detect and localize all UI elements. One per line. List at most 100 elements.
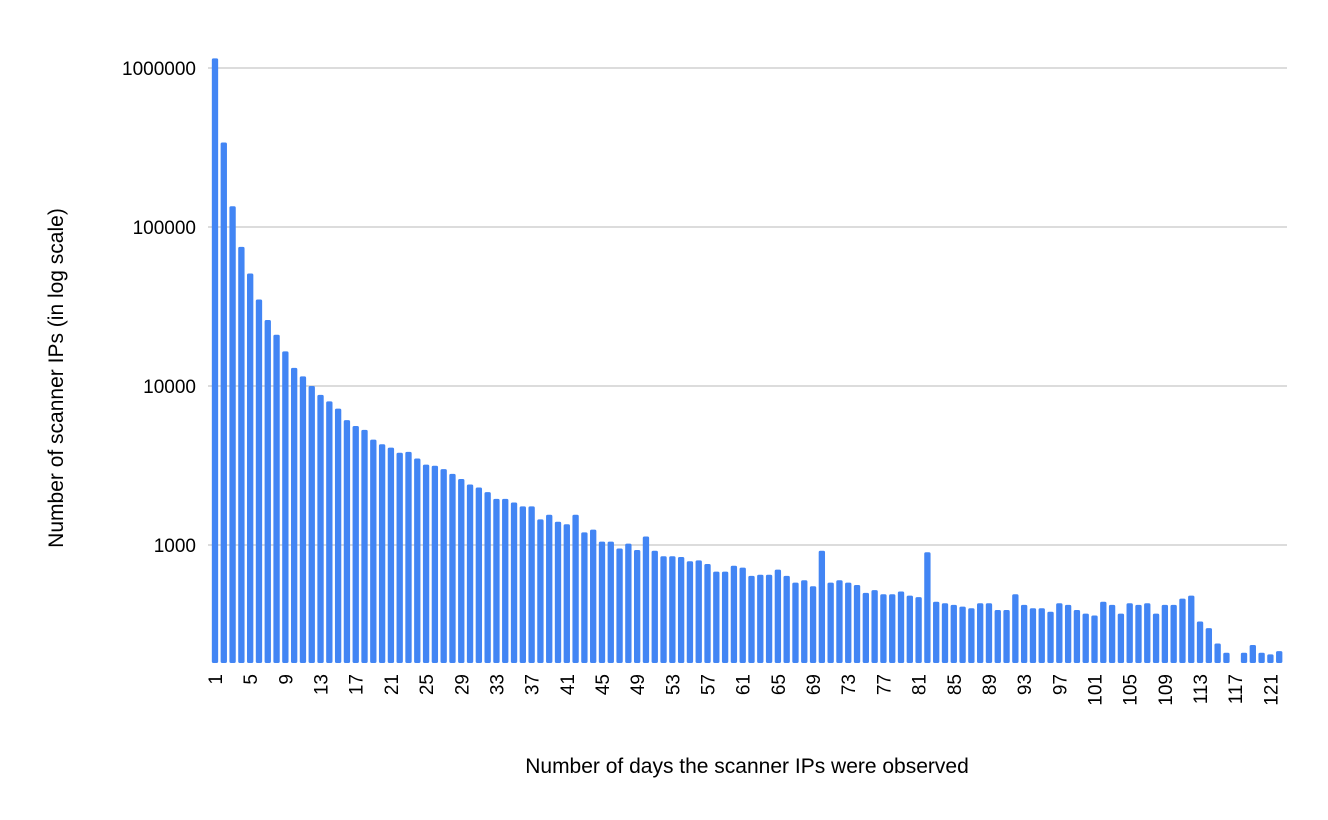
bar-day-101 bbox=[1091, 615, 1098, 663]
bar-day-90 bbox=[994, 610, 1001, 663]
bar-day-8 bbox=[273, 334, 280, 663]
bar-day-49 bbox=[634, 550, 641, 663]
bar-day-108 bbox=[1152, 613, 1160, 663]
bar-day-22 bbox=[396, 452, 403, 663]
bar-day-31 bbox=[475, 487, 483, 663]
x-tick-label: 5 bbox=[241, 674, 262, 685]
bar-day-5 bbox=[247, 273, 254, 663]
x-tick-label: 37 bbox=[523, 674, 544, 695]
x-tick-label: 25 bbox=[417, 674, 438, 695]
bar-day-72 bbox=[836, 580, 843, 663]
bar-day-94 bbox=[1029, 608, 1037, 663]
bar-day-87 bbox=[968, 608, 975, 663]
bar-day-16 bbox=[343, 420, 351, 663]
bar-day-115 bbox=[1214, 643, 1221, 663]
bar-day-105 bbox=[1126, 603, 1133, 663]
bar-day-68 bbox=[801, 580, 808, 663]
bar-day-100 bbox=[1082, 613, 1089, 663]
x-axis-tick-labels: 1 5 9 13 17 21 25 29 33 37 41 45 49 53 57 61 65 69 73 77 81 8… bbox=[206, 674, 1282, 706]
bar-day-9 bbox=[282, 351, 289, 663]
x-tick-label: 1 bbox=[206, 674, 227, 685]
bar-day-116 bbox=[1223, 652, 1230, 663]
bar-day-110 bbox=[1170, 604, 1177, 663]
bar-day-42 bbox=[572, 514, 579, 663]
x-tick-label: 85 bbox=[945, 674, 966, 695]
bar-day-51 bbox=[651, 550, 658, 663]
bar-day-92 bbox=[1012, 594, 1019, 663]
x-tick-label: 117 bbox=[1226, 674, 1247, 704]
bar-day-1 bbox=[211, 58, 219, 664]
bar-day-11 bbox=[299, 376, 307, 663]
x-tick-label: 101 bbox=[1086, 674, 1107, 706]
bar-day-18 bbox=[361, 429, 368, 663]
x-tick-label: 109 bbox=[1156, 674, 1177, 706]
bar-day-84 bbox=[941, 603, 949, 663]
x-tick-label: 61 bbox=[734, 674, 755, 695]
x-tick-label: 93 bbox=[1015, 674, 1036, 695]
bar-day-46 bbox=[607, 541, 614, 663]
x-tick-label: 41 bbox=[558, 674, 579, 695]
bar-day-114 bbox=[1205, 628, 1213, 663]
bar-day-19 bbox=[370, 439, 377, 663]
bar-day-29 bbox=[458, 479, 465, 663]
bar-day-44 bbox=[590, 529, 597, 663]
bar-day-69 bbox=[809, 586, 817, 663]
bar-day-77 bbox=[880, 594, 887, 663]
x-tick-label: 45 bbox=[593, 674, 614, 695]
x-tick-label: 57 bbox=[699, 674, 720, 695]
bar-day-81 bbox=[915, 597, 922, 663]
x-tick-label: 65 bbox=[769, 674, 790, 695]
bar-day-88 bbox=[977, 603, 984, 663]
bar-day-37 bbox=[528, 506, 535, 663]
bar-day-33 bbox=[493, 498, 500, 663]
bar-day-65 bbox=[774, 569, 782, 663]
bar-day-35 bbox=[510, 502, 518, 663]
bar-day-122 bbox=[1276, 651, 1283, 663]
bar-day-112 bbox=[1188, 595, 1195, 663]
bar-day-118 bbox=[1240, 652, 1248, 663]
gridlines bbox=[208, 67, 1287, 546]
x-tick-label: 113 bbox=[1191, 674, 1212, 704]
bar-day-75 bbox=[862, 592, 869, 663]
x-tick-label: 69 bbox=[804, 674, 825, 695]
bar-day-50 bbox=[642, 536, 650, 663]
bar-day-97 bbox=[1056, 603, 1063, 663]
bar-day-62 bbox=[748, 575, 755, 663]
bar-day-104 bbox=[1117, 613, 1125, 663]
bar-day-119 bbox=[1249, 645, 1256, 663]
bar-day-98 bbox=[1064, 604, 1072, 663]
x-tick-label: 81 bbox=[910, 674, 931, 695]
x-tick-label: 121 bbox=[1261, 674, 1282, 706]
bar-day-54 bbox=[677, 557, 685, 663]
bar-day-111 bbox=[1179, 598, 1186, 663]
bar-day-6 bbox=[255, 299, 263, 663]
bar-day-26 bbox=[431, 465, 439, 663]
y-axis-tick-labels: 1000 10000 100000 1000000 bbox=[122, 59, 196, 557]
bar-day-71 bbox=[827, 582, 834, 663]
bar-day-61 bbox=[739, 567, 746, 663]
x-axis-title: Number of days the scanner IPs were obse… bbox=[525, 755, 969, 778]
bar-day-28 bbox=[449, 473, 456, 663]
bar-day-52 bbox=[660, 556, 667, 663]
x-tick-label: 105 bbox=[1121, 674, 1142, 706]
bar-day-66 bbox=[783, 575, 790, 663]
bar-day-34 bbox=[502, 498, 509, 663]
bar-day-121 bbox=[1267, 654, 1274, 663]
bar-day-12 bbox=[308, 386, 315, 663]
bar-day-2 bbox=[220, 142, 227, 664]
bar-day-102 bbox=[1100, 601, 1107, 663]
bar-day-78 bbox=[889, 594, 896, 663]
bar-day-99 bbox=[1073, 610, 1081, 663]
bar-day-67 bbox=[792, 582, 799, 663]
x-tick-label: 13 bbox=[312, 674, 333, 695]
bar-day-74 bbox=[853, 585, 861, 663]
bar-day-83 bbox=[933, 601, 940, 663]
x-tick-label: 97 bbox=[1050, 674, 1071, 695]
bar-day-63 bbox=[757, 574, 764, 663]
bar-day-109 bbox=[1161, 604, 1169, 663]
bar-day-57 bbox=[704, 563, 711, 663]
x-tick-label: 17 bbox=[347, 674, 368, 695]
y-tick-label: 100000 bbox=[133, 218, 196, 239]
bar-day-43 bbox=[581, 532, 588, 663]
bar-day-91 bbox=[1003, 610, 1010, 663]
